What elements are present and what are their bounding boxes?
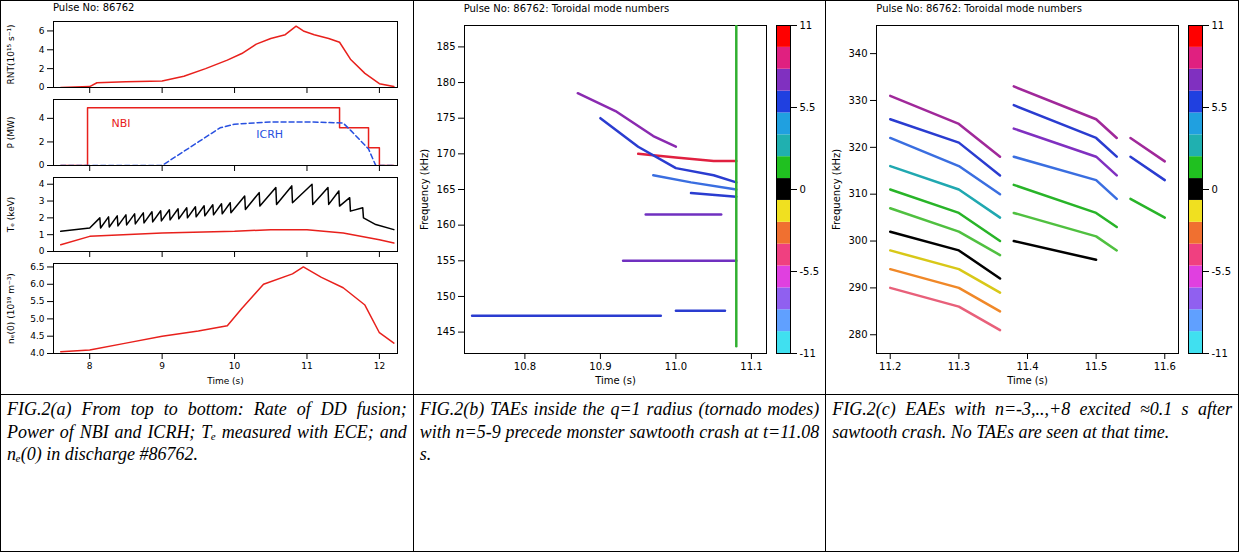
svg-text:5.5: 5.5 bbox=[1212, 102, 1228, 113]
svg-text:0: 0 bbox=[39, 246, 45, 256]
svg-text:Time (s): Time (s) bbox=[206, 376, 244, 386]
svg-text:0: 0 bbox=[1212, 184, 1218, 195]
html-text:FIG.2(b) TAEs inside the q=1 r: FIG.2(b) TAEs inside the q=1 radius (tor… bbox=[419, 399, 820, 464]
svg-text:-5.5: -5.5 bbox=[1212, 266, 1232, 277]
svg-text:4: 4 bbox=[39, 45, 45, 55]
svg-text:145: 145 bbox=[436, 326, 455, 337]
svg-text:Time (s): Time (s) bbox=[1006, 375, 1048, 386]
svg-text:290: 290 bbox=[849, 282, 868, 293]
svg-text:11: 11 bbox=[301, 361, 312, 371]
svg-text:RNT(10¹⁵ s⁻¹): RNT(10¹⁵ s⁻¹) bbox=[6, 24, 16, 84]
svg-text:185: 185 bbox=[436, 41, 455, 52]
html-text:FIG.2(c) EAEs with n=-3,..,+8: FIG.2(c) EAEs with n=-3,..,+8 excited ≈0… bbox=[832, 399, 1232, 442]
svg-text:340: 340 bbox=[849, 48, 868, 59]
svg-text:11.6: 11.6 bbox=[1154, 361, 1176, 372]
html-text:Pulse No: 86762: Pulse No: 86762 bbox=[53, 2, 135, 13]
svg-text:12: 12 bbox=[374, 361, 385, 371]
svg-text:6.0: 6.0 bbox=[30, 279, 45, 289]
svg-text:175: 175 bbox=[436, 112, 455, 123]
svg-text:NBI: NBI bbox=[111, 117, 130, 130]
html-text:Pulse No: 86762: Toroidal mode: Pulse No: 86762: Toroidal mode numbers bbox=[463, 3, 670, 14]
svg-text:11.1: 11.1 bbox=[740, 361, 762, 372]
svg-text:11.5: 11.5 bbox=[1085, 361, 1107, 372]
svg-text:nₑ(0) (10¹⁹ m⁻³): nₑ(0) (10¹⁹ m⁻³) bbox=[6, 273, 16, 344]
svg-text:180: 180 bbox=[436, 77, 455, 88]
svg-text:0: 0 bbox=[39, 160, 45, 170]
svg-text:Frequency (kHz): Frequency (kHz) bbox=[418, 149, 429, 230]
svg-text:Time (s): Time (s) bbox=[594, 375, 636, 386]
svg-text:ICRH: ICRH bbox=[256, 128, 283, 141]
svg-text:280: 280 bbox=[849, 329, 868, 340]
svg-text:11: 11 bbox=[1212, 20, 1225, 31]
svg-text:150: 150 bbox=[436, 291, 455, 302]
svg-text:165: 165 bbox=[436, 184, 455, 195]
html-text:Pulse No: 86762: Toroidal mode: Pulse No: 86762: Toroidal mode numbers bbox=[876, 3, 1082, 14]
svg-text:11.2: 11.2 bbox=[879, 361, 901, 372]
svg-text:-5.5: -5.5 bbox=[799, 266, 819, 277]
svg-text:-11: -11 bbox=[1212, 348, 1228, 359]
svg-text:4: 4 bbox=[39, 113, 45, 123]
svg-text:310: 310 bbox=[849, 188, 868, 199]
svg-text:4: 4 bbox=[39, 179, 45, 189]
svg-text:P (MW): P (MW) bbox=[6, 117, 16, 149]
svg-text:155: 155 bbox=[436, 255, 455, 266]
svg-text:4.0: 4.0 bbox=[30, 348, 45, 358]
svg-text:3: 3 bbox=[39, 196, 45, 206]
svg-text:170: 170 bbox=[436, 148, 455, 159]
svg-text:4.5: 4.5 bbox=[30, 331, 44, 341]
svg-text:330: 330 bbox=[849, 95, 868, 106]
svg-text:5.0: 5.0 bbox=[30, 314, 45, 324]
svg-text:2: 2 bbox=[39, 137, 45, 147]
svg-text:10: 10 bbox=[229, 361, 241, 371]
svg-text:11.4: 11.4 bbox=[1017, 361, 1039, 372]
svg-text:11.0: 11.0 bbox=[664, 361, 686, 372]
svg-text:Frequency (kHz): Frequency (kHz) bbox=[831, 149, 842, 230]
svg-text:10.8: 10.8 bbox=[513, 361, 535, 372]
svg-text:10.9: 10.9 bbox=[589, 361, 611, 372]
svg-text:1: 1 bbox=[39, 230, 45, 240]
svg-text:2: 2 bbox=[39, 64, 45, 74]
svg-text:160: 160 bbox=[436, 219, 455, 230]
svg-text:300: 300 bbox=[849, 235, 868, 246]
svg-text:0: 0 bbox=[799, 184, 805, 195]
svg-text:2: 2 bbox=[39, 213, 45, 223]
svg-text:0: 0 bbox=[39, 82, 45, 92]
svg-text:8: 8 bbox=[87, 361, 93, 371]
svg-text:-11: -11 bbox=[799, 348, 815, 359]
svg-text:6: 6 bbox=[39, 26, 45, 36]
html-text:FIG.2(a) From top to bottom: R: FIG.2(a) From top to bottom: Rate of DD … bbox=[7, 399, 407, 464]
svg-text:6.5: 6.5 bbox=[30, 262, 44, 272]
svg-text:11: 11 bbox=[799, 20, 812, 31]
svg-text:9: 9 bbox=[159, 361, 165, 371]
svg-text:5.5: 5.5 bbox=[799, 102, 815, 113]
svg-text:320: 320 bbox=[849, 142, 868, 153]
svg-text:11.3: 11.3 bbox=[948, 361, 970, 372]
svg-text:5.5: 5.5 bbox=[30, 296, 44, 306]
svg-text:Tₑ (keV): Tₑ (keV) bbox=[6, 197, 16, 234]
